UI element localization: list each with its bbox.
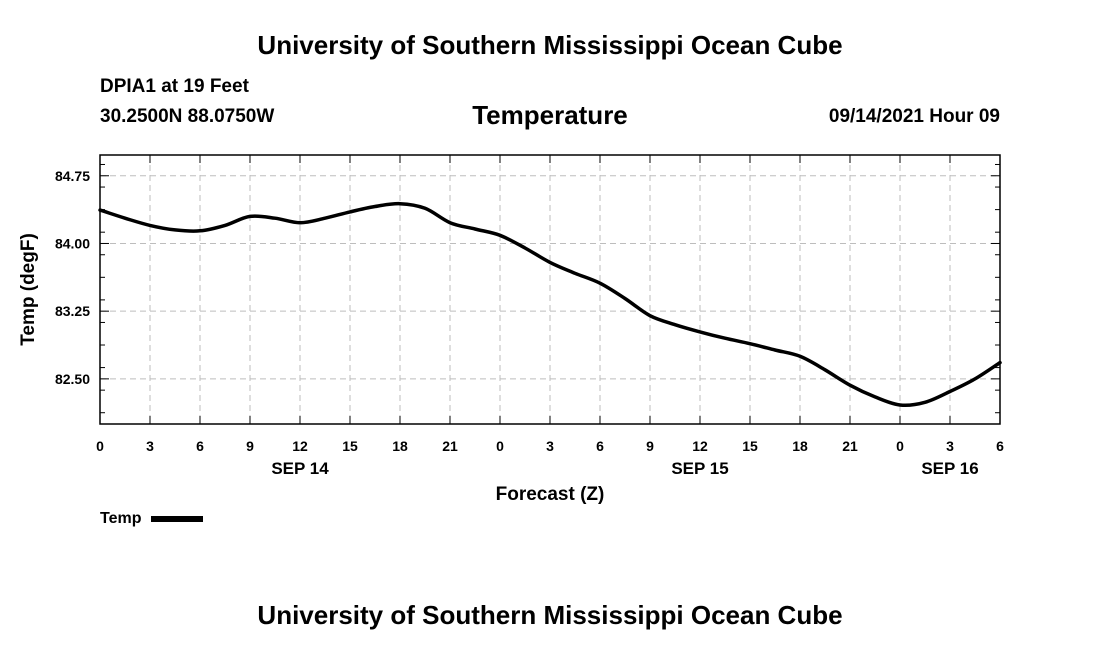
day-label: SEP 16 — [921, 459, 978, 478]
x-tick-label: 6 — [996, 438, 1004, 454]
x-tick-label: 18 — [392, 438, 408, 454]
y-tick-label: 84.00 — [55, 235, 90, 251]
x-tick-label: 15 — [742, 438, 758, 454]
x-axis-label: Forecast (Z) — [496, 484, 605, 505]
x-tick-label: 12 — [692, 438, 708, 454]
forecast-date: 09/14/2021 Hour 09 — [828, 106, 1000, 127]
chart-title: Temperature — [472, 100, 628, 130]
x-tick-label: 9 — [646, 438, 654, 454]
day-label: SEP 15 — [671, 459, 728, 478]
x-tick-label: 3 — [946, 438, 954, 454]
x-tick-label: 12 — [292, 438, 308, 454]
x-tick-label: 3 — [546, 438, 554, 454]
x-tick-label: 0 — [896, 438, 904, 454]
x-tick-label: 6 — [196, 438, 204, 454]
legend: Temp — [100, 510, 204, 528]
x-tick-label: 21 — [842, 438, 858, 454]
station-coordinates: 30.2500N 88.0750W — [100, 106, 275, 127]
y-tick-label: 83.25 — [55, 303, 90, 319]
y-tick-label: 82.50 — [55, 371, 90, 387]
y-tick-label: 84.75 — [55, 168, 90, 184]
x-tick-label: 18 — [792, 438, 808, 454]
x-tick-label: 15 — [342, 438, 358, 454]
y-axis-label: Temp (degF) — [18, 233, 39, 346]
page-title: University of Southern Mississippi Ocean… — [257, 30, 843, 60]
station-name: DPIA1 at 19 Feet — [100, 76, 249, 97]
x-tick-label: 0 — [96, 438, 104, 454]
day-label: SEP 14 — [271, 459, 329, 478]
footer-title: University of Southern Mississippi Ocean… — [257, 600, 843, 630]
x-tick-label: 0 — [496, 438, 504, 454]
x-tick-label: 6 — [596, 438, 604, 454]
x-tick-label: 21 — [442, 438, 458, 454]
x-tick-label: 3 — [146, 438, 154, 454]
legend-label: Temp — [100, 510, 142, 527]
series-line-temp — [98, 201, 1002, 408]
legend-line-swatch — [151, 516, 204, 522]
x-tick-label: 9 — [246, 438, 254, 454]
